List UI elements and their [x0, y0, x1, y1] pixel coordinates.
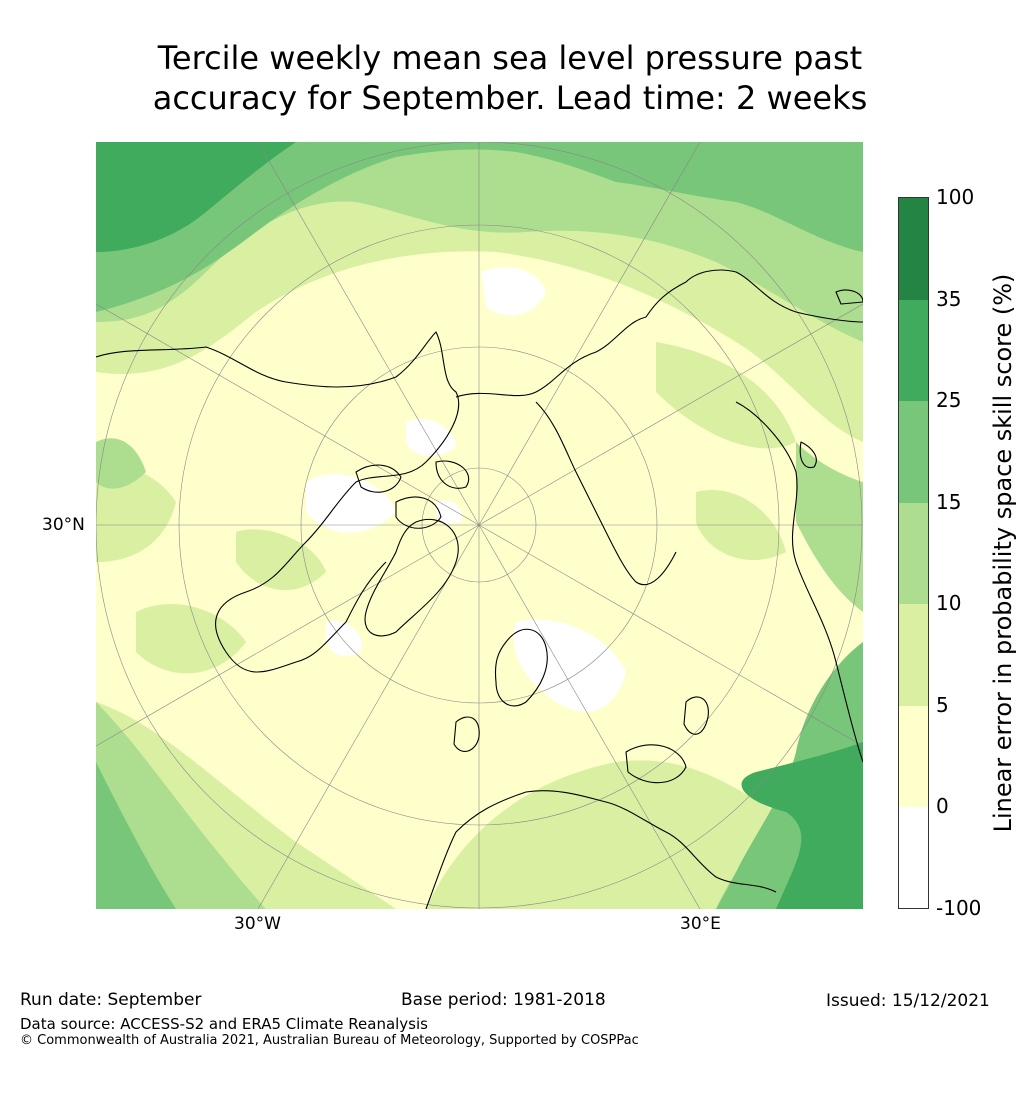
colorbar-tick-15: 15 [936, 490, 962, 514]
coast-north-america [96, 331, 460, 673]
colorbar-seg-0-5 [899, 706, 928, 807]
coast-eurasia [455, 269, 863, 398]
colorbar-seg-35-100 [899, 198, 928, 300]
lat-label-30n: 30°N [42, 515, 85, 535]
coastlines [96, 269, 863, 909]
lon-label-30e: 30°E [680, 914, 721, 934]
coast-caspian [683, 696, 709, 735]
lon-label-30w: 30°W [234, 914, 281, 934]
coast-greenland [364, 518, 459, 637]
data-source: Data source: ACCESS-S2 and ERA5 Climate … [20, 1015, 428, 1033]
map-svg [96, 142, 863, 909]
colorbar-seg-15-25 [899, 401, 928, 503]
colorbar-tick-neg100: -100 [936, 896, 982, 920]
coast-uk [453, 716, 480, 752]
title-line-1: Tercile weekly mean sea level pressure p… [157, 39, 863, 77]
colorbar [898, 197, 929, 909]
colorbar-tick-0: 0 [936, 794, 949, 818]
colorbar-seg-25-35 [899, 300, 928, 401]
coast-europe [425, 790, 777, 909]
colorbar-tick-35: 35 [936, 287, 962, 311]
polar-map [96, 142, 863, 909]
colorbar-title: Linear error in probability space skill … [989, 273, 1017, 833]
colorbar-tick-5: 5 [936, 693, 949, 717]
coast-east-asia [735, 401, 863, 763]
colorbar-seg-10-15 [899, 503, 928, 604]
coast-scandinavia [494, 628, 548, 707]
colorbar-tick-10: 10 [936, 591, 962, 615]
longitude-gridlines [96, 142, 863, 909]
coast-arctic-islands [355, 464, 402, 493]
run-date: Run date: September [20, 990, 202, 1010]
title-line-2: accuracy for September. Lead time: 2 wee… [152, 79, 868, 117]
issued-date: Issued: 15/12/2021 [826, 991, 990, 1011]
colorbar-seg-neg100-0 [899, 807, 928, 908]
chart-title: Tercile weekly mean sea level pressure p… [0, 38, 1020, 118]
copyright: © Commonwealth of Australia 2021, Austra… [20, 1033, 639, 1048]
coast-black-sea [625, 744, 687, 784]
colorbar-tick-25: 25 [936, 388, 962, 412]
skill-zone-below-0 [306, 267, 626, 712]
colorbar-tick-100: 100 [936, 185, 975, 209]
base-period: Base period: 1981-2018 [401, 990, 606, 1010]
colorbar-seg-5-10 [899, 604, 928, 706]
skill-zone-25-35 [96, 142, 863, 909]
